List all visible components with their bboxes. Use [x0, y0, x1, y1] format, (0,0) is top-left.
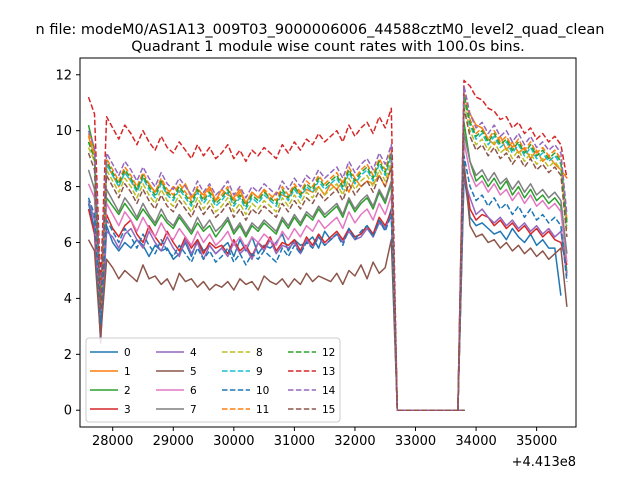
series-lines [87, 79, 568, 411]
legend-label-14: 14 [322, 385, 336, 397]
legend-label-1: 1 [124, 366, 131, 378]
legend-label-6: 6 [190, 385, 197, 397]
x-tick-label: 31000 [274, 434, 315, 449]
chart-suptitle: n file: modeM0/AS1A13_009T03_9000006006_… [36, 22, 605, 38]
y-tick-label: 10 [55, 124, 72, 139]
y-tick-label: 6 [64, 236, 72, 251]
series-line-2 [87, 121, 568, 411]
legend-label-11: 11 [256, 404, 269, 416]
legend-box [85, 337, 341, 423]
series-line-10 [87, 155, 568, 411]
y-tick-label: 4 [64, 292, 72, 307]
chart-title: Quadrant 1 module wise count rates with … [131, 39, 525, 55]
x-tick-label: 29000 [153, 434, 194, 449]
x-axis: 28000 29000 30000 31000 32000 33000 34000 35000 [92, 427, 557, 449]
legend-label-3: 3 [124, 404, 131, 416]
y-tick-label: 0 [64, 404, 72, 419]
y-axis: 0 2 4 6 8 10 12 [55, 68, 80, 419]
y-tick-label: 2 [64, 348, 72, 363]
axes-frame [79, 57, 577, 428]
series-line-7 [87, 132, 568, 411]
series-line-9 [87, 96, 568, 411]
x-tick-label: 33000 [395, 434, 436, 449]
series-line-14 [87, 85, 568, 411]
legend-label-15: 15 [322, 404, 335, 416]
series-line-13 [87, 79, 568, 411]
legend-label-0: 0 [124, 347, 131, 359]
series-line-11 [87, 90, 568, 411]
x-tick-label: 30000 [213, 434, 254, 449]
legend-label-9: 9 [256, 366, 263, 378]
legend-label-8: 8 [256, 347, 263, 359]
legend-label-2: 2 [124, 385, 131, 397]
x-tick-label: 28000 [92, 434, 133, 449]
x-tick-label: 35000 [516, 434, 557, 449]
plot-area: 28000 29000 30000 31000 32000 33000 34000 35000… [55, 57, 577, 470]
legend-label-12: 12 [322, 347, 335, 359]
x-offset-label: +4.413e8 [512, 455, 576, 470]
x-tick-label: 34000 [455, 434, 496, 449]
legend-label-10: 10 [256, 385, 269, 397]
y-tick-label: 12 [55, 68, 72, 83]
legend-label-4: 4 [190, 347, 197, 359]
series-line-15 [87, 107, 568, 411]
series-line-12 [87, 93, 568, 411]
series-line-5 [87, 160, 568, 411]
legend-label-7: 7 [190, 404, 197, 416]
series-line-8 [87, 101, 568, 411]
legend-label-13: 13 [322, 366, 335, 378]
series-line-0 [87, 174, 562, 411]
series-line-6 [87, 141, 568, 411]
legend-label-5: 5 [190, 366, 197, 378]
x-tick-label: 32000 [334, 434, 375, 449]
y-tick-label: 8 [64, 180, 72, 195]
